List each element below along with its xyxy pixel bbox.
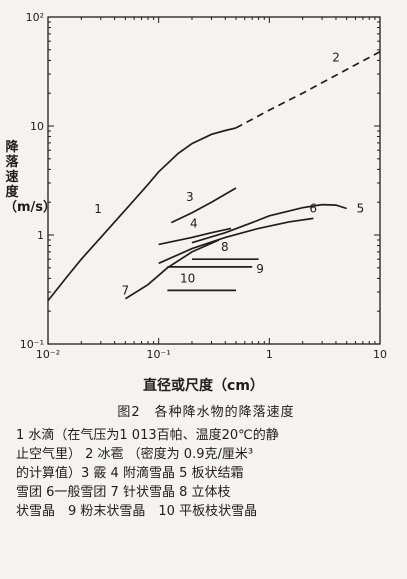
series-label-7: 7 bbox=[122, 283, 130, 297]
y-tick-label: 1 bbox=[37, 229, 44, 242]
series-line-1 bbox=[47, 127, 237, 302]
x-tick-label: 10⁻² bbox=[36, 348, 60, 361]
series-label-1: 1 bbox=[94, 202, 102, 216]
series-line-6 bbox=[158, 217, 314, 265]
caption-title: 图2 各种降水物的降落速度 bbox=[117, 405, 295, 420]
caption-body: 1 水滴（在气压为1 013百帕、温度20℃的静 止空气里） 2 冰雹 （密度为… bbox=[16, 426, 396, 521]
series-lines bbox=[47, 50, 381, 302]
series-line-7 bbox=[124, 239, 220, 300]
x-tick-label: 1 bbox=[266, 348, 273, 361]
series-line-5 bbox=[191, 203, 347, 244]
caption-line: 雪团 6一般雪团 7 针状雪晶 8 立体枝 bbox=[16, 485, 231, 500]
plot-frame bbox=[47, 16, 381, 345]
series-line-3 bbox=[170, 187, 237, 224]
y-tick-label: 10² bbox=[26, 11, 44, 24]
series-labels: 1 2 3 4 5 6 7 8 9 10 bbox=[94, 50, 364, 297]
caption-line: 的计算值）3 霰 4 附滴雪晶 5 板状结霜 bbox=[16, 466, 244, 481]
series-line-2 bbox=[235, 50, 381, 129]
x-tick-label: 10⁻¹ bbox=[147, 348, 171, 361]
series-label-9: 9 bbox=[256, 262, 264, 276]
series-label-6: 6 bbox=[309, 201, 317, 215]
series-label-4: 4 bbox=[190, 216, 198, 230]
series-line-4 bbox=[158, 227, 232, 246]
series-label-8: 8 bbox=[221, 240, 229, 254]
series-label-2: 2 bbox=[332, 50, 340, 64]
y-tick-label: 10 bbox=[30, 120, 44, 133]
figure-caption: 图2 各种降水物的降落速度 1 水滴（在气压为1 013百帕、温度20℃的静 止… bbox=[16, 403, 396, 521]
y-tick-label: 10⁻¹ bbox=[20, 338, 44, 351]
y-axis-label: 降落速度（m/s） bbox=[4, 140, 57, 215]
caption-line: 止空气里） 2 冰雹 （密度为 0.9克/厘米³ bbox=[16, 447, 254, 462]
series-label-3: 3 bbox=[186, 190, 194, 204]
x-tick-label: 10 bbox=[373, 348, 387, 361]
caption-line: 状雪晶 9 粉末状雪晶 10 平板枝状雪晶 bbox=[16, 504, 258, 519]
x-axis-label: 直径或尺度（cm） bbox=[143, 378, 264, 394]
axis-ticks bbox=[47, 17, 380, 345]
series-label-5: 5 bbox=[357, 202, 365, 216]
series-label-10: 10 bbox=[180, 271, 195, 285]
caption-line: 1 水滴（在气压为1 013百帕、温度20℃的静 bbox=[16, 428, 279, 443]
